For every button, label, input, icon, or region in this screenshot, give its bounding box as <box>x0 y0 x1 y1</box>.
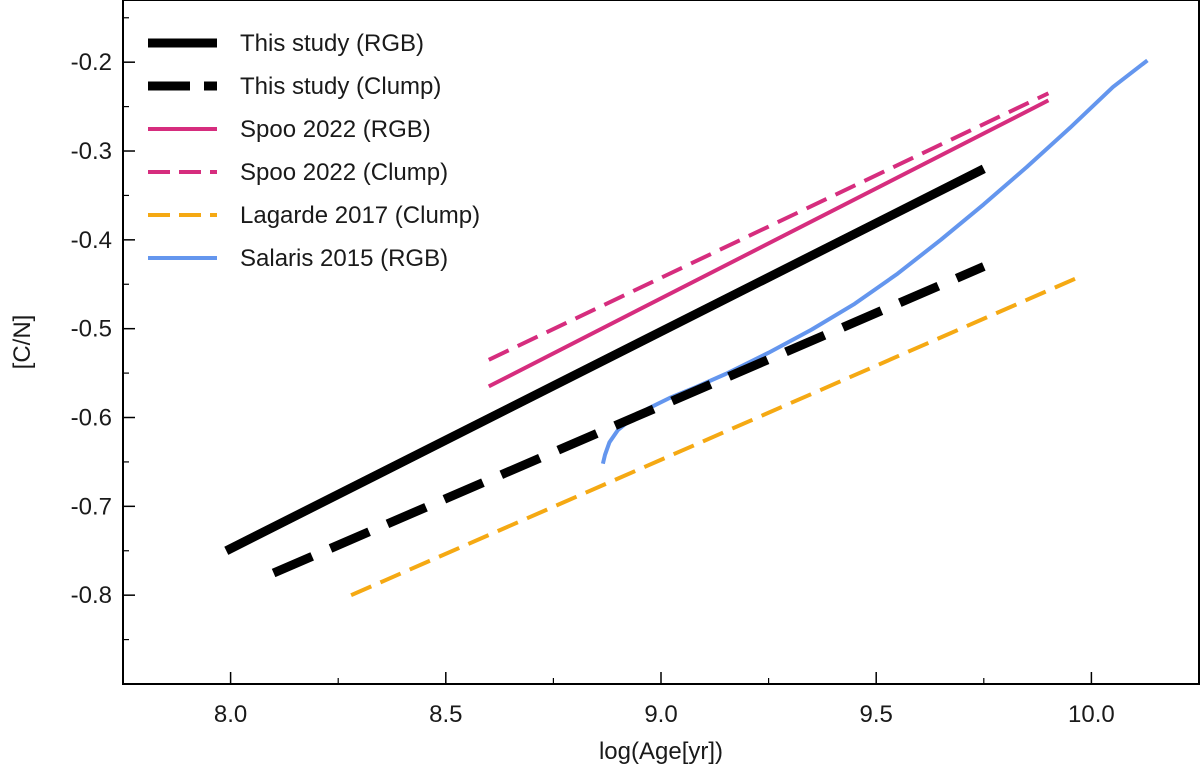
y-tick-label-0-5: -0.5 <box>71 316 112 343</box>
series-line-lagarde-2017-clump <box>350 273 1084 598</box>
y-tick-label-0-4: -0.4 <box>71 227 112 254</box>
x-tick-label-8-0: 8.0 <box>214 701 247 728</box>
legend-label-spoo-2022-rgb: Spoo 2022 (RGB) <box>240 116 431 143</box>
legend-label-spoo-2022-clump: Spoo 2022 (Clump) <box>240 159 448 186</box>
axis-ticks: 8.0 8.5 9.0 9.5 10.0 -0.8 -0.7 -0.6 -0.5 -0.4 -0.3… <box>71 17 1200 728</box>
x-tick-label-8-5: 8.5 <box>429 701 462 728</box>
plot-frame <box>122 0 1200 685</box>
legend-label-this-study-clump: This study (Clump) <box>240 73 441 100</box>
x-axis-title: log(Age[yr]) <box>599 738 723 765</box>
y-tick-label-0-7: -0.7 <box>71 493 112 520</box>
series-line-salaris-2015-rgb <box>600 58 1149 465</box>
legend-label-salaris-2015-rgb: Salaris 2015 (RGB) <box>240 245 448 272</box>
y-tick-label-0-6: -0.6 <box>71 405 112 432</box>
series-line-this-study-clump <box>271 262 986 578</box>
y-tick-label-0-8: -0.8 <box>71 582 112 609</box>
x-tick-label-9-5: 9.5 <box>860 701 893 728</box>
series-lines <box>224 58 1149 598</box>
legend: This study (RGB) This study (Clump) Spoo… <box>148 30 480 272</box>
series-line-spoo-2022-rgb <box>487 98 1050 389</box>
y-axis-title: [C/N] <box>9 315 36 370</box>
legend-label-lagarde-2017-clump: Lagarde 2017 (Clump) <box>240 202 480 229</box>
y-tick-label-0-3: -0.3 <box>71 138 112 165</box>
y-tick-label-0-2: -0.2 <box>71 49 112 76</box>
x-tick-label-9-0: 9.0 <box>644 701 677 728</box>
series-line-spoo-2022-clump <box>487 91 1050 362</box>
series-line-this-study-rgb <box>224 164 986 555</box>
x-tick-label-10-0: 10.0 <box>1068 701 1115 728</box>
legend-label-this-study-rgb: This study (RGB) <box>240 30 424 57</box>
